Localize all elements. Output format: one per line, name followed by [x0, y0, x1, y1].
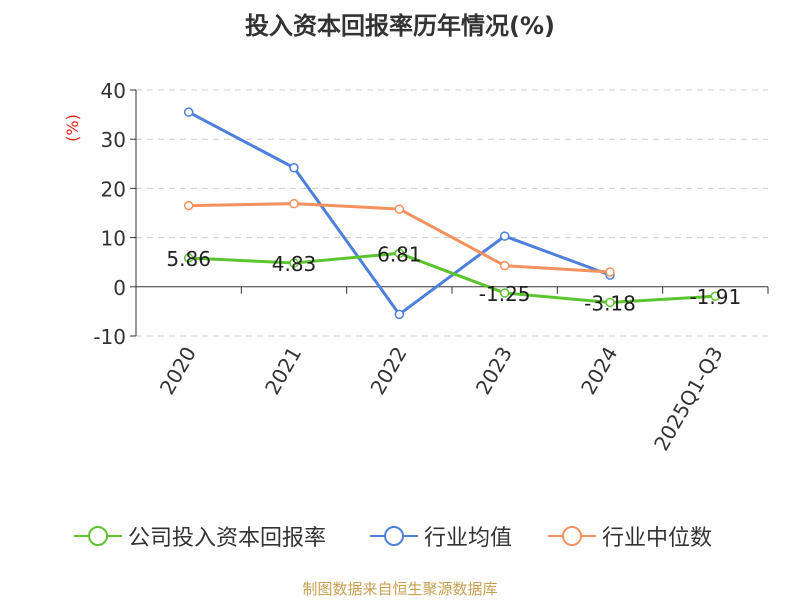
legend-label-industry-mean: 行业均值 — [424, 526, 513, 551]
legend-item-industry-median[interactable]: 行业中位数 — [548, 518, 712, 554]
point-0-0 — [183, 253, 194, 263]
chart-title: 投入资本回报率历年情况(%) — [245, 12, 555, 40]
legend: 公司投入资本回报率 行业均值 行业中位数 — [0, 518, 800, 554]
legend-item-industry-mean[interactable]: 行业均值 — [370, 518, 512, 554]
legend-swatch-company — [74, 526, 122, 546]
x-tick-label-2: 2022 — [365, 343, 411, 399]
y-tick-label--10: -10 — [93, 325, 126, 349]
x-tick-label-3: 2023 — [471, 343, 517, 399]
point-1-1 — [289, 162, 299, 173]
y-tick-label-0: 0 — [113, 276, 126, 300]
y-axis-label: (%) — [63, 114, 82, 142]
y-tick-label-30: 30 — [101, 128, 126, 152]
point-2-2 — [394, 204, 405, 214]
legend-label-company: 公司投入资本回报率 — [128, 526, 327, 551]
data-label-5: -1.91 — [689, 285, 741, 309]
legend-item-company[interactable]: 公司投入资本回报率 — [74, 518, 326, 554]
point-0-3 — [499, 288, 510, 298]
y-tick-label-10: 10 — [101, 227, 126, 251]
legend-swatch-industry-median — [548, 526, 596, 546]
point-2-3 — [499, 260, 510, 271]
data-label-3: -1.25 — [479, 282, 531, 306]
data-label-4: -3.18 — [584, 291, 636, 315]
legend-swatch-industry-mean — [370, 526, 418, 546]
x-tick-label-0: 2020 — [155, 343, 201, 399]
point-1-0 — [183, 107, 194, 117]
point-2-0 — [183, 200, 194, 211]
y-tick-label-40: 40 — [101, 79, 126, 103]
data-label-2: 6.81 — [377, 242, 422, 266]
legend-label-industry-median: 行业中位数 — [602, 526, 713, 551]
x-tick-label-1: 2021 — [260, 343, 306, 399]
source-footer: 制图数据来自恒生聚源数据库 — [302, 580, 498, 598]
point-2-4 — [605, 267, 615, 277]
x-tick-label-5: 2025Q1-Q3 — [649, 343, 728, 455]
y-tick-label-20: 20 — [101, 177, 126, 201]
data-label-0: 5.86 — [166, 247, 211, 271]
point-2-1 — [289, 198, 299, 209]
series-line-0 — [188, 251, 716, 304]
x-tick-label-4: 2024 — [576, 343, 622, 399]
point-0-5 — [710, 291, 721, 301]
point-0-1 — [289, 258, 299, 268]
point-1-3 — [499, 231, 510, 241]
point-0-2 — [394, 248, 405, 259]
point-0-4 — [605, 297, 615, 308]
line-chart: -10 0 10 20 30 40 (%) 2020 2021 2022 2023 2024 2025Q… — [63, 79, 769, 455]
data-label-1: 4.83 — [272, 252, 317, 276]
point-1-2 — [394, 309, 405, 320]
